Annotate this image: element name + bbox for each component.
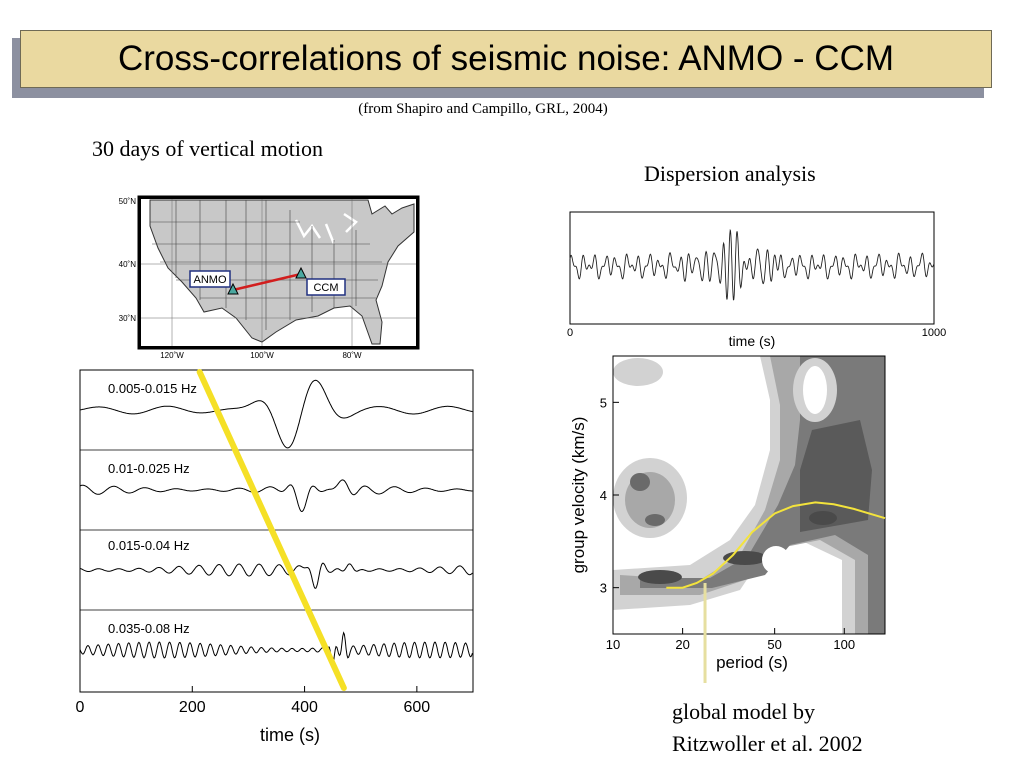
x-tick-label: 200 xyxy=(179,699,206,716)
lat-label: 30˚N xyxy=(119,314,137,323)
station-label-ccm: CCM xyxy=(313,282,338,294)
station-anmo-marker xyxy=(227,282,239,295)
seismogram-trace xyxy=(79,479,473,513)
caption-line: Ritzwoller et al. 2002 xyxy=(672,731,863,756)
seismogram-trace xyxy=(79,379,473,449)
trace-tick-label: 1000 xyxy=(922,327,946,339)
citation: (from Shapiro and Campillo, GRL, 2004) xyxy=(358,101,608,117)
trace-waveform xyxy=(569,228,935,301)
seismogram-trace xyxy=(79,631,473,667)
slide-title: Cross-correlations of seismic noise: ANM… xyxy=(118,39,894,78)
station-label-anmo: ANMO xyxy=(194,274,227,286)
dispersion-y-tick-label: 3 xyxy=(600,581,607,596)
label-right: Dispersion analysis xyxy=(644,161,816,186)
x-tick-label: 600 xyxy=(404,699,431,716)
map-frame-bar xyxy=(138,196,141,349)
dispersion-x-axis-label: period (s) xyxy=(716,653,788,672)
band-label: 0.01-0.025 Hz xyxy=(108,461,190,476)
station-label-box xyxy=(189,270,231,288)
x-tick-label: 400 xyxy=(291,699,318,716)
model-dispersion-curve xyxy=(666,501,886,589)
trace-tick-label: 0 xyxy=(567,327,573,339)
band-label: 0.035-0.08 Hz xyxy=(108,621,190,636)
map-frame xyxy=(137,195,420,350)
map-frame-bar xyxy=(138,196,419,199)
station-ccm-marker xyxy=(295,266,307,279)
dispersion-frame xyxy=(612,355,886,635)
great-lakes xyxy=(294,212,358,245)
caption: global model by Ritzwoller et al. 2002 xyxy=(672,696,863,760)
dispersion-y-tick-label: 5 xyxy=(600,395,607,410)
band-label: 0.015-0.04 Hz xyxy=(108,538,190,553)
dispersion-x-tick-label: 50 xyxy=(767,637,781,652)
lon-label: 100˚W xyxy=(250,351,274,360)
lon-label: 120˚W xyxy=(160,351,184,360)
dispersion-background xyxy=(613,356,885,634)
station-path xyxy=(232,272,302,292)
trace-frame xyxy=(569,211,935,325)
dispersion-x-tick-label: 10 xyxy=(606,637,620,652)
map-frame-bar xyxy=(416,196,419,349)
dispersion-x-tick-label: 20 xyxy=(675,637,689,652)
dispersion-contours xyxy=(613,356,885,634)
station-label-box xyxy=(306,278,346,296)
dispersion-y-tick-label: 4 xyxy=(600,488,607,503)
dispersion-x-tick-label: 100 xyxy=(833,637,855,652)
x-axis-label: time (s) xyxy=(260,725,320,745)
band-label: 0.005-0.015 Hz xyxy=(108,381,197,396)
trace-x-axis-label: time (s) xyxy=(729,333,776,349)
label-left: 30 days of vertical motion xyxy=(92,136,323,161)
seismogram-frame xyxy=(79,369,474,693)
lat-label: 50˚N xyxy=(119,197,137,206)
lon-label: 80˚W xyxy=(342,351,362,360)
seismogram-trace xyxy=(79,562,473,589)
arrival-time-line xyxy=(196,369,347,691)
title-box: Cross-correlations of seismic noise: ANM… xyxy=(20,30,992,88)
map-frame-bar xyxy=(138,346,419,349)
lat-label: 40˚N xyxy=(119,260,137,269)
graticule xyxy=(141,199,416,346)
dispersion-y-axis-label: group velocity (km/s) xyxy=(569,417,588,574)
usa-landmass xyxy=(149,199,415,345)
caption-line: global model by xyxy=(672,699,815,724)
state-borders xyxy=(150,200,382,330)
x-tick-label: 0 xyxy=(76,699,85,716)
